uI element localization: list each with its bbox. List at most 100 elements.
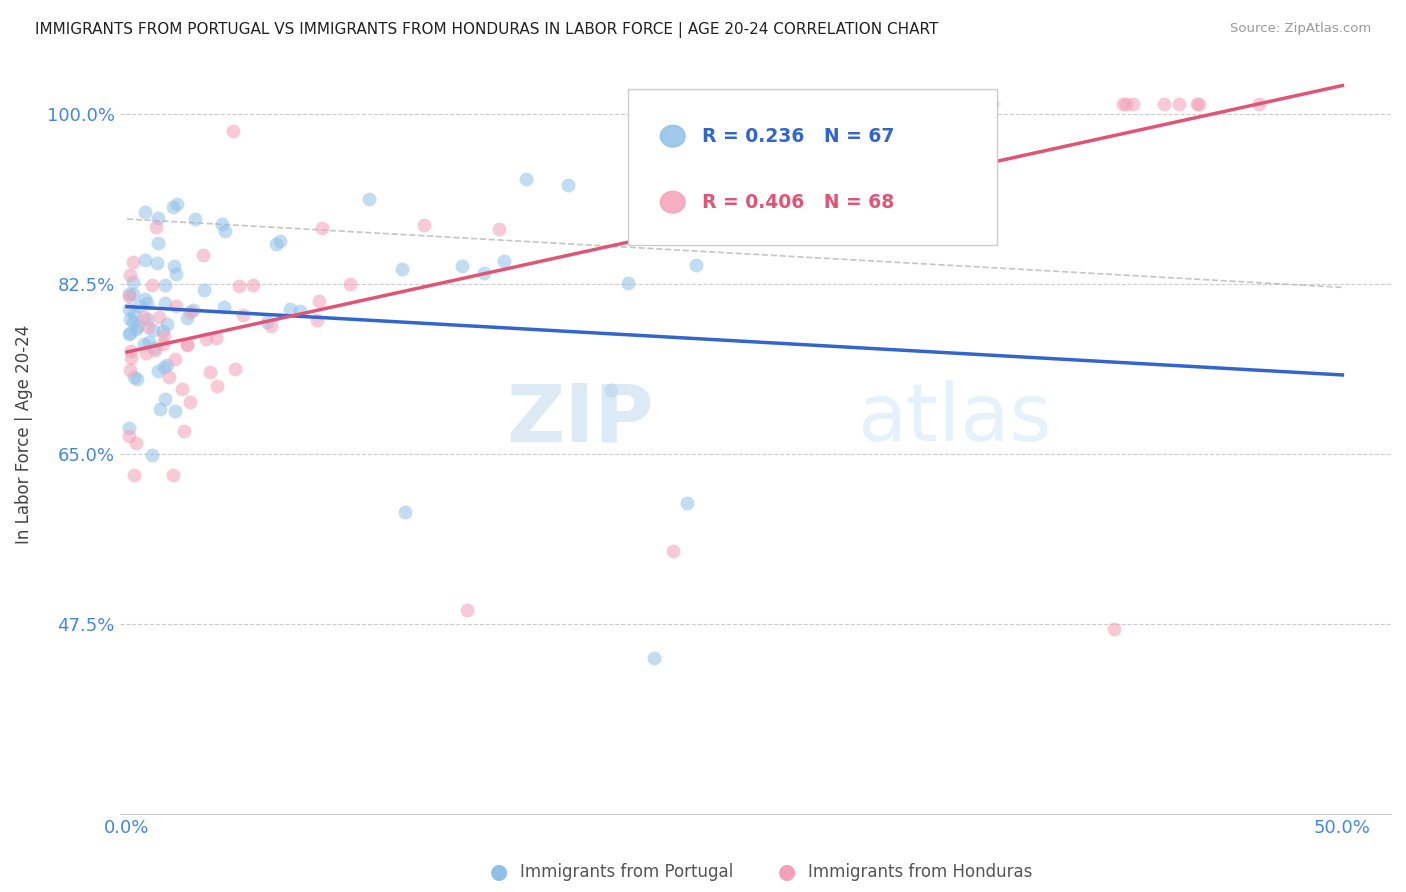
Point xyxy=(118,302,141,317)
Point xyxy=(600,383,623,397)
Point xyxy=(136,312,159,326)
Point xyxy=(165,267,187,281)
Point xyxy=(148,310,170,324)
Point xyxy=(1188,96,1211,111)
Point xyxy=(135,346,157,360)
Point xyxy=(176,311,198,326)
Point xyxy=(492,254,515,268)
Point xyxy=(205,379,228,393)
Point xyxy=(156,359,179,373)
Point xyxy=(685,259,707,273)
Point xyxy=(162,200,184,214)
Point xyxy=(118,327,141,342)
Point xyxy=(184,212,207,227)
Point xyxy=(311,221,333,235)
Text: ●: ● xyxy=(779,863,796,882)
Point xyxy=(357,192,380,206)
Point xyxy=(256,315,278,329)
Point xyxy=(170,382,193,396)
Point xyxy=(145,219,167,234)
Text: Source: ZipAtlas.com: Source: ZipAtlas.com xyxy=(1230,22,1371,36)
Point xyxy=(179,305,201,319)
Point xyxy=(308,293,330,308)
Point xyxy=(118,429,141,443)
Point xyxy=(307,313,329,327)
Point xyxy=(165,299,187,313)
Point xyxy=(980,96,1002,111)
Point xyxy=(832,96,855,111)
Point xyxy=(143,343,166,358)
Point xyxy=(488,222,510,236)
Point xyxy=(232,308,254,322)
Point xyxy=(120,311,142,326)
Point xyxy=(122,275,145,289)
Point xyxy=(134,205,156,219)
Point xyxy=(118,268,141,282)
Point xyxy=(716,160,738,174)
Point xyxy=(673,183,696,197)
Point xyxy=(222,124,245,138)
Point xyxy=(157,369,180,384)
Point xyxy=(124,436,146,450)
Point xyxy=(118,288,141,302)
Point xyxy=(121,286,143,301)
Point xyxy=(179,394,201,409)
Point xyxy=(153,359,176,374)
Point xyxy=(193,248,215,262)
Point xyxy=(176,337,198,351)
Point xyxy=(163,259,186,273)
Point xyxy=(132,336,155,351)
Point xyxy=(127,372,149,386)
Point xyxy=(132,310,155,325)
Point xyxy=(122,369,145,384)
Point xyxy=(278,301,301,316)
Point xyxy=(211,217,233,231)
Point xyxy=(744,96,766,111)
Point xyxy=(456,603,478,617)
Point xyxy=(955,96,977,111)
Point xyxy=(118,287,141,301)
Point xyxy=(339,277,361,291)
Point xyxy=(138,335,160,350)
Point xyxy=(153,296,176,310)
Point xyxy=(120,363,142,377)
Text: ZIP: ZIP xyxy=(506,380,654,458)
Point xyxy=(153,392,176,406)
Point xyxy=(122,307,145,321)
Text: R = 0.236   N = 67: R = 0.236 N = 67 xyxy=(702,127,894,145)
Point xyxy=(162,467,184,482)
Point xyxy=(224,362,246,376)
Point xyxy=(135,296,157,310)
Point xyxy=(266,237,288,252)
Point xyxy=(749,162,772,177)
Point xyxy=(148,236,170,251)
Point xyxy=(195,332,218,346)
Ellipse shape xyxy=(661,191,685,213)
Point xyxy=(676,496,699,510)
Point xyxy=(1115,96,1137,111)
Text: atlas: atlas xyxy=(858,380,1052,458)
Point xyxy=(121,314,143,328)
Point xyxy=(141,448,163,462)
Y-axis label: In Labor Force | Age 20-24: In Labor Force | Age 20-24 xyxy=(15,325,32,544)
Point xyxy=(166,196,188,211)
FancyBboxPatch shape xyxy=(628,89,997,245)
Point xyxy=(866,96,889,111)
Point xyxy=(472,266,495,280)
Point xyxy=(413,218,436,232)
Point xyxy=(1122,96,1144,111)
Point xyxy=(391,262,413,277)
Point xyxy=(152,324,174,338)
Point xyxy=(242,277,264,292)
Text: Immigrants from Honduras: Immigrants from Honduras xyxy=(808,863,1033,881)
Point xyxy=(149,402,172,417)
Point xyxy=(1104,622,1126,636)
Point xyxy=(122,467,145,482)
Point xyxy=(142,341,165,355)
Point xyxy=(616,277,638,291)
Point xyxy=(156,317,179,331)
Point xyxy=(136,319,159,334)
Point xyxy=(118,326,141,340)
Point xyxy=(198,365,221,379)
Point xyxy=(1153,96,1175,111)
